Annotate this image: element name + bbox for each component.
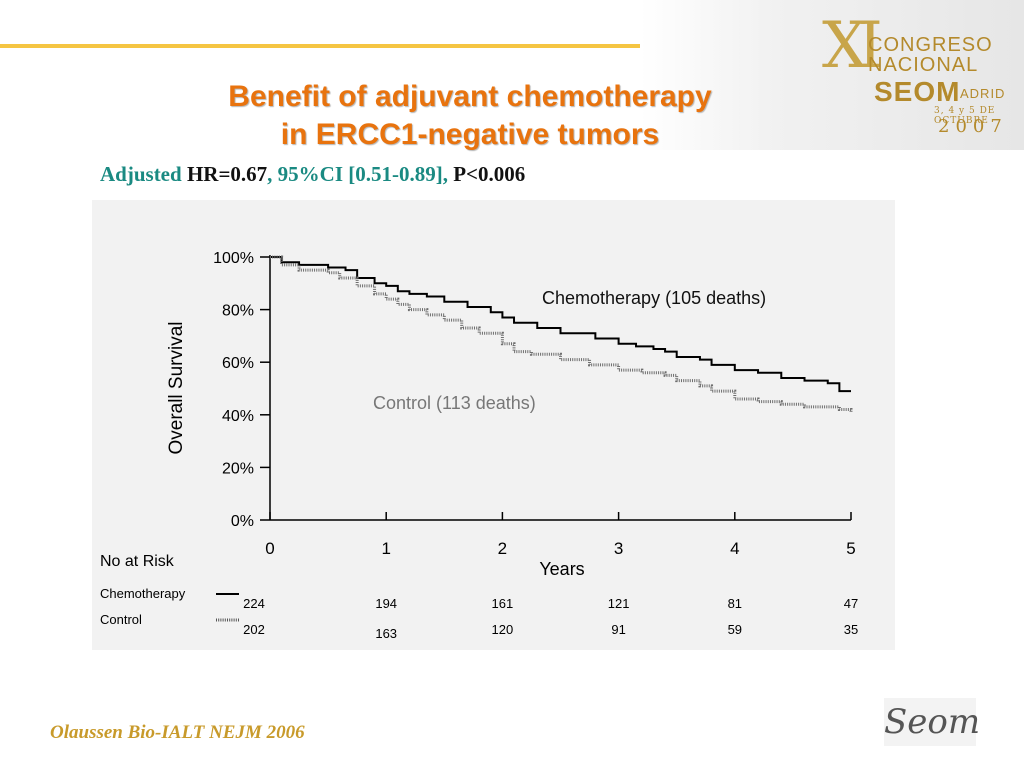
logo-madrid-text: ADRID [960, 86, 1006, 101]
risk-table-cell: 163 [375, 626, 397, 641]
y-tick-label: 0% [231, 513, 254, 530]
risk-table-cell: 47 [844, 596, 858, 611]
seom-footer-logo: Seom [884, 698, 980, 746]
risk-table-cell: 121 [608, 596, 630, 611]
control-survival-line [270, 255, 853, 413]
congress-logo-banner [640, 0, 1024, 150]
x-axis-label: Years [539, 559, 584, 579]
y-tick-label: 60% [222, 355, 254, 372]
x-tick-label: 5 [846, 539, 855, 558]
x-tick-label: 2 [498, 539, 507, 558]
subtitle-adjusted: Adjusted [100, 162, 187, 186]
chemotherapy-survival-line [270, 256, 851, 393]
risk-table-header: No at Risk [100, 553, 175, 570]
x-tick-label: 4 [730, 539, 739, 558]
x-tick-label: 0 [265, 539, 274, 558]
logo-xi-text: XI [822, 9, 883, 83]
y-tick-label: 80% [222, 303, 254, 320]
x-tick-label: 3 [614, 539, 623, 558]
risk-table-cell: 224 [243, 596, 265, 611]
y-tick-label: 40% [222, 408, 254, 425]
logo-congreso-text: CONGRESO [868, 34, 993, 56]
risk-table-cell: 91 [611, 622, 625, 637]
risk-row-control-label: Control [100, 612, 142, 627]
top-accent-rule [0, 44, 760, 48]
risk-table-cell: 35 [844, 622, 858, 637]
survival-chart-panel: 0% 20% 40% 60% 80% 100% 0 1 2 3 4 5 Years Overall Sur… [92, 200, 895, 650]
subtitle-p-value: P<0.006 [453, 162, 526, 186]
risk-table-cell: 161 [492, 596, 514, 611]
slide-title-line-2: in ERCC1-negative tumors [280, 118, 660, 151]
risk-table-cell: 120 [492, 622, 514, 637]
footer-citation: Olaussen Bio-IALT NEJM 2006 [50, 722, 305, 743]
risk-table-cell: 59 [728, 622, 742, 637]
logo-year-text: 2007 [938, 116, 1008, 137]
control-series-label: Control (113 deaths) [373, 393, 536, 413]
y-tick-label: 20% [222, 460, 254, 477]
y-tick-label: 100% [213, 250, 254, 267]
risk-table-cell: 81 [728, 596, 742, 611]
risk-table-cell: 194 [375, 596, 397, 611]
y-axis-label: Overall Survival [166, 321, 187, 454]
logo-nacional-text: NACIONAL [868, 54, 979, 76]
hazard-ratio-subtitle: Adjusted HR=0.67, 95%CI [0.51-0.89], P<0… [100, 162, 525, 187]
logo-dates-text: 3, 4 y 5 DE OCTUBRE [934, 106, 996, 126]
risk-table-cell: 202 [243, 622, 265, 637]
chemotherapy-series-label: Chemotherapy (105 deaths) [542, 288, 766, 308]
slide-title-line-1: Benefit of adjuvant chemotherapy [228, 80, 712, 113]
subtitle-hr: HR=0.67 [186, 162, 268, 186]
risk-row-chemotherapy-label: Chemotherapy [100, 586, 186, 601]
x-tick-label: 1 [381, 539, 390, 558]
subtitle-ci: , 95%CI [0.51-0.89], [267, 162, 454, 186]
logo-seom-text: SEOM [874, 76, 961, 107]
survival-chart: 0% 20% 40% 60% 80% 100% 0 1 2 3 4 5 Years Overall Sur… [100, 250, 858, 641]
